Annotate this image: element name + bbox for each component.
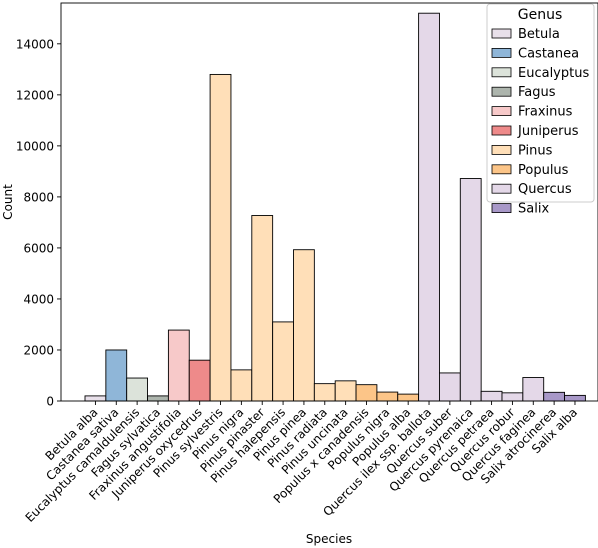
legend-label: Juniperus <box>517 124 579 139</box>
legend-swatch <box>491 203 512 214</box>
bar <box>272 321 294 402</box>
y-tick-label: 14000 <box>16 37 54 51</box>
bar <box>376 391 399 402</box>
legend-swatch <box>491 86 512 97</box>
legend-label: Betula <box>518 27 560 42</box>
y-tick-label: 2000 <box>23 343 54 357</box>
bar <box>84 395 107 402</box>
legend-label: Populus <box>518 163 569 178</box>
y-tick-label: 0 <box>46 395 54 409</box>
bar <box>355 384 378 402</box>
bar <box>167 329 190 402</box>
bar <box>209 73 232 402</box>
bar <box>313 383 336 402</box>
bar <box>126 377 148 402</box>
bar <box>334 380 357 402</box>
bar <box>459 178 482 402</box>
legend-label: Salix <box>518 202 549 217</box>
bar <box>439 372 461 402</box>
legend: Genus Betula Castanea Eucalyptus Fagus Fraxi… <box>486 3 595 217</box>
y-tick-label: 4000 <box>23 292 54 306</box>
y-tick-label: 6000 <box>23 241 54 255</box>
legend-swatch <box>491 164 512 175</box>
bar <box>522 377 545 402</box>
y-axis: 0 2000 4000 6000 8000 10000 12000 14000 <box>16 37 61 409</box>
bar <box>230 369 253 402</box>
bar <box>397 393 420 402</box>
y-tick-label: 8000 <box>23 190 54 204</box>
legend-swatch <box>491 144 512 155</box>
bar <box>543 391 566 402</box>
bar <box>564 394 586 402</box>
bar <box>418 12 440 402</box>
legend-swatch <box>491 106 512 116</box>
bar <box>501 392 524 402</box>
bar <box>105 349 128 402</box>
legend-swatch <box>491 48 512 58</box>
y-tick-label: 12000 <box>16 88 54 102</box>
legend-swatch <box>491 183 512 194</box>
legend-box <box>486 3 595 203</box>
legend-label: Eucalyptus <box>518 66 589 81</box>
legend-label: Fagus <box>518 85 556 100</box>
x-axis-label: Species <box>306 532 352 546</box>
legend-label: Castanea <box>518 46 579 61</box>
y-axis-label: Count <box>1 184 15 220</box>
bar <box>188 359 211 402</box>
legend-label: Quercus <box>518 182 572 197</box>
bar <box>147 395 169 402</box>
legend-swatch <box>491 125 512 136</box>
plot-frame <box>60 2 598 402</box>
legend-label: Pinus <box>518 143 553 158</box>
legend-items: Betula Castanea Eucalyptus Fagus Fraxinus Jun… <box>491 27 589 217</box>
legend-swatch <box>491 28 512 39</box>
bar <box>293 249 315 402</box>
bar <box>251 215 274 402</box>
legend-swatch <box>491 67 512 78</box>
y-tick-label: 10000 <box>16 139 54 153</box>
bar <box>480 390 503 402</box>
legend-title: Genus <box>518 7 563 23</box>
legend-label: Fraxinus <box>518 105 573 120</box>
bars <box>84 12 586 402</box>
